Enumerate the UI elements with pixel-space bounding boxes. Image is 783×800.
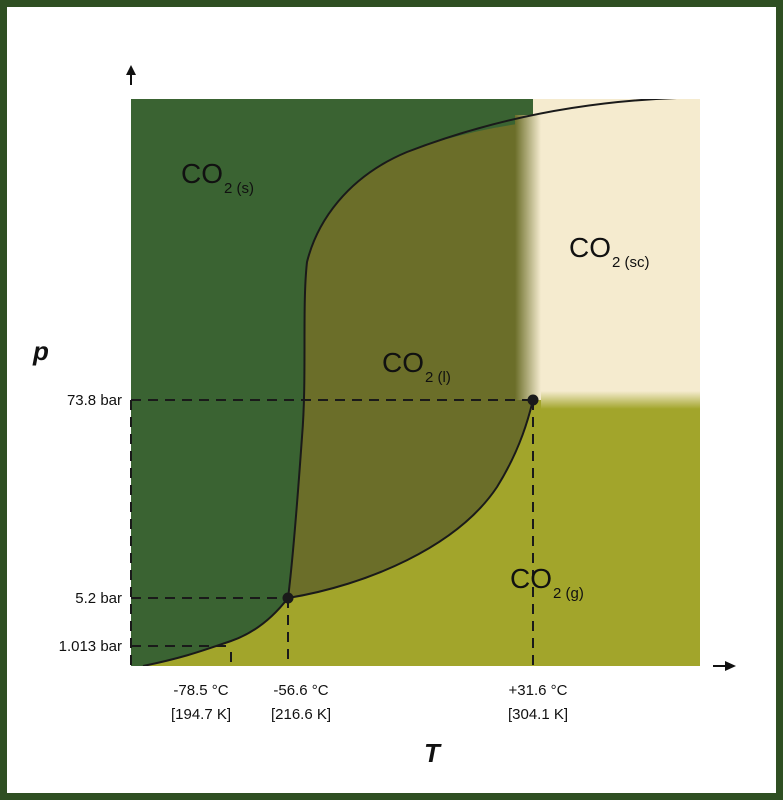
sublimation-curve (142, 597, 289, 666)
x-axis-arrow (713, 661, 736, 671)
supercritical-label: CO2 (sc) (569, 232, 650, 271)
supercritical-region (533, 99, 700, 400)
temperature-tick-sublimation-kelvin: [194.7 K] (171, 706, 231, 723)
vaporization-curve (287, 399, 534, 599)
solid-label: CO2 (s) (181, 158, 254, 197)
temperature-tick-triple: -56.6 °C (273, 682, 328, 699)
y-axis-arrow (126, 65, 136, 85)
temperature-tick-triple-kelvin: [216.6 K] (271, 706, 331, 723)
pressure-tick-atmospheric: 1.013 bar (59, 638, 122, 655)
temperature-tick-sublimation: -78.5 °C (173, 682, 228, 699)
phase-diagram: CO2 (s) CO2 (sc) CO2 (l) CO2 (g) 73.8 ba… (32, 65, 736, 768)
supercritical-fade-left (515, 115, 541, 400)
temperature-tick-critical: +31.6 °C (509, 682, 568, 699)
pressure-tick-critical: 73.8 bar (67, 392, 122, 409)
supercritical-fade-bottom (541, 391, 700, 409)
temperature-tick-critical-kelvin: [304.1 K] (508, 706, 568, 723)
pressure-tick-triple: 5.2 bar (75, 590, 122, 607)
liquid-region (288, 122, 533, 598)
gas-label: CO2 (g) (510, 563, 584, 602)
gas-region (143, 400, 700, 666)
liquid-label: CO2 (l) (382, 347, 451, 386)
triple-point (282, 592, 294, 604)
critical-point (527, 394, 539, 406)
melting-curve (287, 99, 678, 599)
x-axis-label: T (424, 738, 442, 768)
y-axis-label: p (32, 336, 49, 366)
